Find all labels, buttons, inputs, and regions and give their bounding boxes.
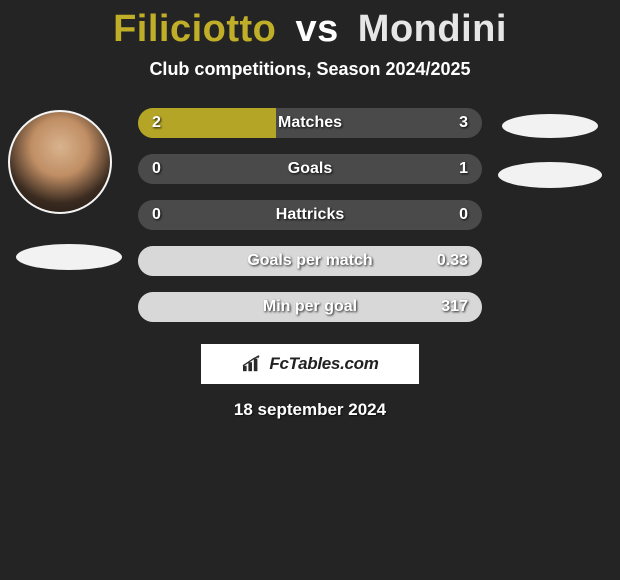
stat-label: Matches	[278, 114, 342, 132]
stat-value-right: 0.33	[437, 252, 468, 270]
stat-bars: 2 Matches 3 0 Goals 1 0 Hattricks 0 Goals per mat…	[138, 108, 482, 322]
stat-value-right: 0	[459, 206, 468, 224]
subtitle: Club competitions, Season 2024/2025	[0, 59, 620, 80]
stat-value-right: 3	[459, 114, 468, 132]
player2-name: Mondini	[358, 8, 507, 50]
stat-bar: 0 Hattricks 0	[138, 200, 482, 230]
content-area: 2 Matches 3 0 Goals 1 0 Hattricks 0 Goals per mat…	[0, 108, 620, 420]
logo-text: FcTables.com	[269, 354, 378, 374]
player2-avatar-ellipse	[502, 114, 598, 138]
player2-team-ellipse	[498, 162, 602, 188]
stat-bar: 2 Matches 3	[138, 108, 482, 138]
stat-value-left: 2	[152, 114, 161, 132]
vs-text: vs	[295, 8, 338, 50]
stat-label: Hattricks	[276, 206, 344, 224]
player1-team-ellipse	[16, 244, 122, 270]
stat-value-left: 0	[152, 206, 161, 224]
avatar-image	[8, 110, 112, 214]
stat-bar: Min per goal 317	[138, 292, 482, 322]
stat-label: Goals per match	[247, 252, 372, 270]
stat-bar: Goals per match 0.33	[138, 246, 482, 276]
fctables-logo[interactable]: FcTables.com	[201, 344, 419, 384]
stat-bar: 0 Goals 1	[138, 154, 482, 184]
stat-value-right: 1	[459, 160, 468, 178]
player1-avatar	[8, 110, 112, 214]
bar-chart-icon	[241, 355, 263, 373]
stat-value-right: 317	[441, 298, 468, 316]
stat-value-left: 0	[152, 160, 161, 178]
comparison-title: Filiciotto vs Mondini	[0, 0, 620, 51]
stat-label: Min per goal	[263, 298, 357, 316]
stat-label: Goals	[288, 160, 332, 178]
player1-name: Filiciotto	[113, 8, 276, 50]
date-text: 18 september 2024	[0, 400, 620, 420]
